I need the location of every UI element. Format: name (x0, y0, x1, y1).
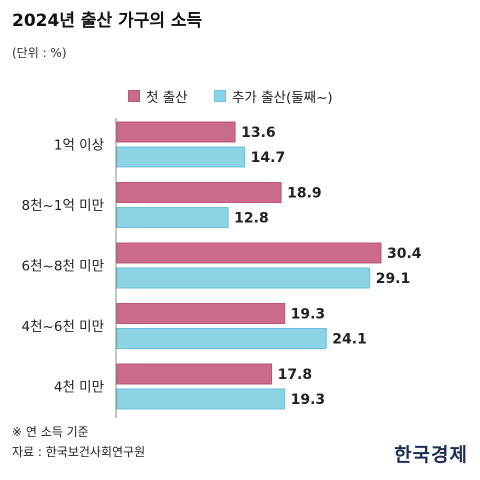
bar-value-label: 24.1 (332, 332, 367, 348)
legend-label-additional-birth: 추가 출산(둘째~) (232, 90, 333, 106)
bar-additional-birth (116, 207, 229, 228)
bar-first-birth (116, 121, 236, 143)
bar-additional-birth (116, 267, 371, 289)
legend-label-first-birth: 첫 출산 (146, 90, 188, 106)
bar-additional-birth (116, 146, 246, 168)
footnote: ※ 연 소득 기준 (12, 425, 89, 439)
bar-first-birth (116, 363, 273, 385)
bar-additional-birth (116, 328, 327, 349)
bar-value-label: 18.9 (287, 186, 322, 202)
bar-additional-birth (116, 388, 286, 410)
legend-item-first-birth: 첫 출산 (128, 86, 188, 106)
bar-first-birth (116, 182, 282, 203)
category-label: 4천~6천 미만 (22, 319, 104, 335)
category-label: 8천~1억 미만 (22, 198, 104, 214)
unit-label: (단위 : %) (12, 46, 67, 60)
legend-swatch-additional-birth (214, 90, 226, 102)
bar-first-birth (116, 242, 382, 264)
bar-value-label: 17.8 (278, 367, 313, 383)
category-label: 6천~8천 미만 (22, 259, 104, 275)
legend-item-additional-birth: 추가 출산(둘째~) (214, 86, 333, 106)
bar-value-label: 12.8 (234, 211, 269, 227)
bar-value-label: 13.6 (241, 125, 276, 141)
publisher-logo: 한국경제 (394, 444, 468, 466)
legend: 첫 출산 추가 출산(둘째~) (0, 86, 480, 106)
bar-value-label: 19.3 (291, 307, 326, 323)
bar-first-birth (116, 303, 286, 324)
bar-value-label: 30.4 (387, 246, 422, 262)
bar-value-label: 14.7 (251, 150, 286, 166)
source-note: 자료 : 한국보건사회연구원 (12, 445, 146, 459)
bar-value-label: 29.1 (376, 271, 411, 287)
bar-value-label: 19.3 (291, 392, 326, 408)
chart-title: 2024년 출산 가구의 소득 (12, 11, 203, 31)
legend-swatch-first-birth (128, 90, 140, 102)
category-label: 1억 이상 (54, 138, 104, 154)
category-label: 4천 미만 (54, 380, 104, 396)
